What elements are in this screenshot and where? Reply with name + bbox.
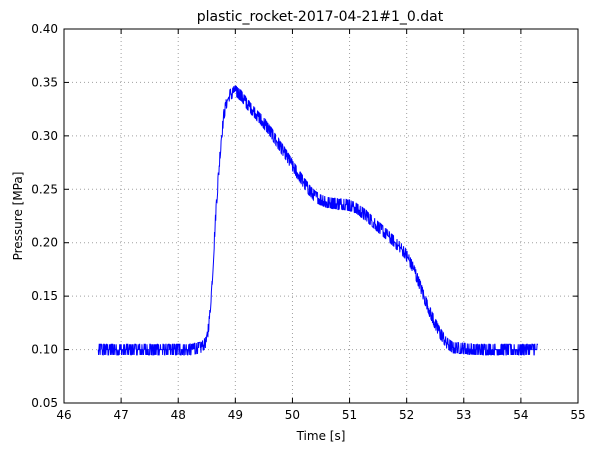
x-tick-label: 52 <box>399 408 414 422</box>
x-axis-title: Time [s] <box>296 429 346 443</box>
series-line-pressure <box>97 85 539 356</box>
x-tick-label: 51 <box>342 408 357 422</box>
x-tick-label: 48 <box>171 408 186 422</box>
y-axis: 0.05 0.10 0.15 0.20 0.25 0.30 0.35 0.40 <box>31 22 578 410</box>
y-tick-label: 0.10 <box>31 343 58 357</box>
x-tick-label: 47 <box>113 408 128 422</box>
y-axis-title: Pressure [MPa] <box>11 172 25 261</box>
y-tick-label: 0.05 <box>31 396 58 410</box>
x-tick-label: 49 <box>228 408 243 422</box>
y-tick-label: 0.35 <box>31 75 58 89</box>
y-tick-label: 0.30 <box>31 129 58 143</box>
y-tick-label: 0.40 <box>31 22 58 36</box>
plot-frame <box>63 28 579 404</box>
y-tick-label: 0.15 <box>31 289 58 303</box>
x-tick-label: 50 <box>285 408 300 422</box>
y-tick-label: 0.20 <box>31 236 58 250</box>
x-tick-label: 46 <box>56 408 71 422</box>
y-tick-label: 0.25 <box>31 182 58 196</box>
x-tick-label: 55 <box>570 408 585 422</box>
x-tick-label: 53 <box>456 408 471 422</box>
x-axis: 46 47 48 49 50 51 52 53 54 55 <box>56 29 586 422</box>
chart-title: plastic_rocket-2017-04-21#1_0.dat <box>197 9 444 25</box>
x-tick-label: 54 <box>513 408 528 422</box>
